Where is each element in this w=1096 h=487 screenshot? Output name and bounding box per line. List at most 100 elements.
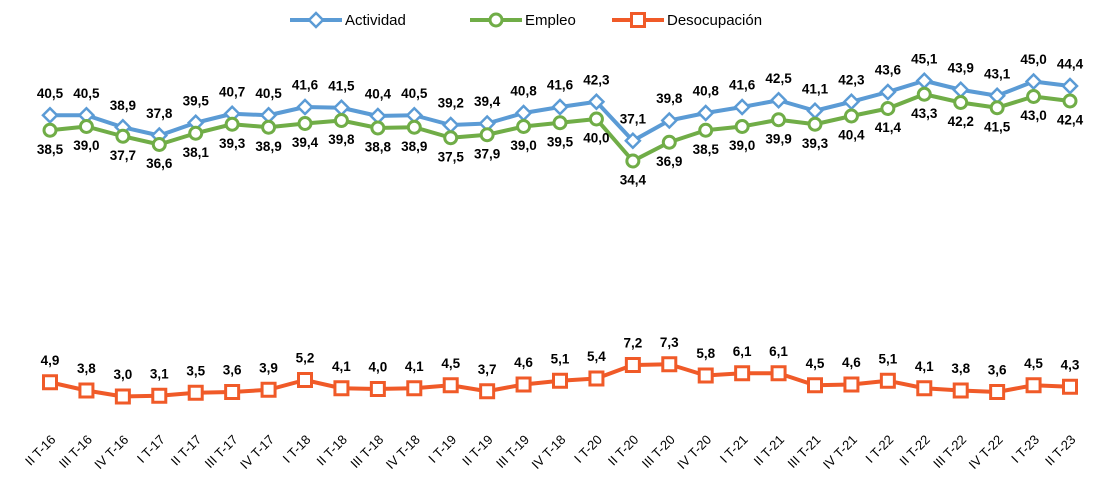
legend-marker: [488, 12, 504, 28]
x-tick-label: III T-19: [493, 432, 532, 471]
marker: [916, 380, 933, 397]
data-label: 6,1: [769, 344, 788, 359]
marker: [115, 128, 131, 144]
data-label: 4,1: [405, 359, 424, 374]
data-label: 41,6: [729, 78, 756, 93]
data-label: 4,5: [441, 356, 460, 371]
data-label: 37,1: [620, 111, 647, 126]
marker: [588, 111, 604, 127]
x-tick-label: III T-22: [930, 432, 969, 471]
x-tick-label: IV T-22: [966, 432, 1006, 472]
marker: [1062, 378, 1078, 395]
data-label: 4,6: [514, 355, 533, 370]
x-tick-label: IV T-16: [91, 432, 131, 472]
marker: [807, 116, 823, 132]
marker: [297, 116, 313, 131]
marker: [406, 119, 422, 135]
data-label: 43,1: [984, 66, 1011, 81]
data-label: 6,1: [733, 344, 752, 359]
data-label: 37,7: [110, 148, 136, 163]
legend-marker: [630, 12, 646, 28]
data-label: 5,1: [878, 351, 897, 366]
data-label: 39,3: [802, 136, 829, 151]
x-tick-label: II T-23: [1042, 432, 1079, 469]
data-label: 43,6: [875, 63, 902, 78]
x-tick-label: II T-22: [896, 432, 933, 469]
data-label: 3,8: [77, 361, 96, 376]
data-label: 40,5: [401, 86, 428, 101]
data-label: 40,4: [365, 87, 392, 102]
marker: [260, 381, 277, 398]
marker: [953, 95, 969, 110]
marker: [187, 384, 204, 401]
marker: [42, 374, 58, 391]
x-tick-label: IV T-17: [237, 432, 277, 472]
marker: [842, 92, 861, 111]
data-label: 38,8: [365, 140, 392, 155]
legend-marker: [307, 11, 325, 29]
data-label: 3,9: [259, 360, 278, 375]
marker: [879, 83, 897, 101]
x-tick-label: II T-21: [751, 432, 788, 469]
marker: [42, 122, 58, 138]
data-label: 40,5: [37, 86, 64, 101]
data-label: 3,8: [951, 361, 970, 376]
marker: [552, 372, 568, 389]
data-label: 36,6: [146, 156, 173, 171]
legend-item: Actividad: [290, 11, 406, 29]
marker: [880, 101, 896, 116]
marker: [1026, 89, 1042, 104]
marker: [224, 116, 240, 132]
data-label: 4,1: [332, 359, 351, 374]
x-tick-label: IV T-21: [820, 432, 860, 472]
data-label: 39,0: [510, 138, 536, 153]
x-tick-label: II T-19: [459, 432, 496, 469]
marker: [1061, 77, 1079, 95]
data-label: 38,9: [255, 139, 281, 154]
marker: [734, 365, 751, 382]
data-label: 43,0: [1020, 108, 1046, 123]
x-tick-label: II T-17: [168, 432, 205, 469]
marker: [734, 119, 750, 134]
data-label: 3,0: [113, 367, 132, 382]
marker: [151, 137, 167, 152]
data-label: 39,8: [656, 91, 683, 106]
data-label: 5,8: [696, 346, 715, 361]
data-label: 39,9: [765, 131, 791, 146]
x-tick-label: I T-23: [1008, 432, 1042, 466]
marker: [297, 372, 313, 388]
x-tick-label: I T-20: [571, 432, 605, 466]
data-label: 42,3: [838, 72, 865, 87]
x-tick-label: III T-17: [202, 432, 241, 471]
marker: [806, 101, 824, 120]
data-label: 36,9: [656, 154, 682, 169]
marker: [916, 86, 932, 102]
data-label: 37,5: [438, 149, 465, 164]
data-label: 37,9: [474, 146, 500, 161]
data-label: 34,4: [620, 173, 647, 188]
data-label: 4,5: [806, 356, 825, 371]
marker: [333, 113, 349, 128]
marker: [915, 71, 934, 90]
marker: [479, 127, 495, 143]
legend-label: Actividad: [345, 12, 406, 29]
data-label: 39,4: [292, 135, 319, 150]
marker: [552, 115, 568, 131]
data-label: 3,6: [223, 363, 242, 378]
data-label: 4,5: [1024, 356, 1043, 371]
marker: [333, 380, 350, 397]
marker: [661, 134, 677, 150]
x-tick-label: II T-20: [605, 432, 642, 469]
data-label: 3,6: [988, 363, 1007, 378]
marker: [441, 116, 460, 134]
data-label: 39,4: [474, 94, 501, 109]
marker: [843, 376, 860, 393]
marker: [370, 120, 386, 136]
data-label: 41,6: [547, 78, 574, 93]
marker: [261, 119, 277, 135]
marker: [807, 377, 823, 394]
marker: [624, 131, 642, 150]
data-label: 42,3: [583, 72, 610, 87]
legend-label: Desocupación: [667, 12, 762, 29]
marker: [78, 382, 95, 399]
